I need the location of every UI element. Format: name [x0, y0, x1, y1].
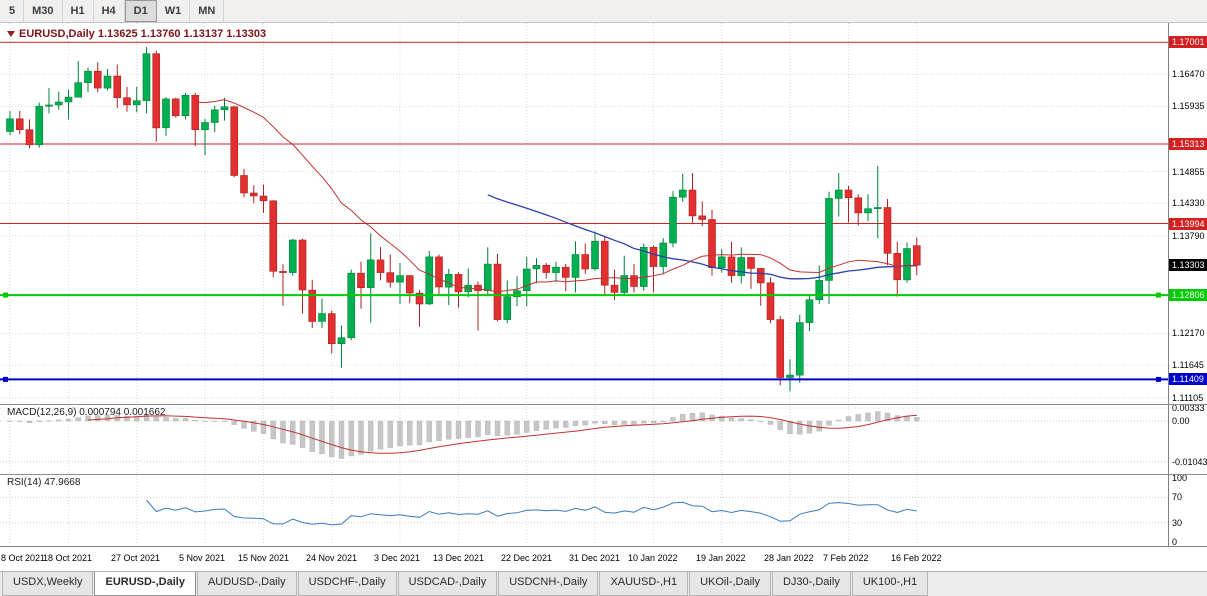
chart-canvas[interactable] — [0, 23, 1207, 546]
date-axis-label: 22 Dec 2021 — [501, 553, 553, 563]
date-axis-label: 16 Feb 2022 — [891, 553, 942, 563]
hline-handle[interactable] — [1156, 376, 1161, 382]
rsi-axis-tick: 70 — [1172, 492, 1183, 502]
price-axis-tick: 1.14330 — [1172, 198, 1205, 208]
timeframe-button-m30[interactable]: M30 — [24, 0, 63, 22]
date-axis-label: 8 Oct 2021 — [1, 553, 46, 563]
price-axis-tick: 1.16470 — [1172, 69, 1205, 79]
date-axis-label: 3 Dec 2021 — [374, 553, 421, 563]
hline-handle[interactable] — [3, 292, 8, 298]
tab-eurusd-daily[interactable]: EURUSD-,Daily — [94, 572, 196, 596]
rsi-axis-tick: 30 — [1172, 518, 1183, 528]
tab-xauusd-h1[interactable]: XAUUSD-,H1 — [599, 572, 689, 596]
date-axis-label: 5 Nov 2021 — [179, 553, 226, 563]
tab-uk100-h1[interactable]: UK100-,H1 — [851, 572, 929, 596]
macd-axis-tick: 0.00333 — [1172, 403, 1205, 413]
tab-ukoil-daily[interactable]: UKOil-,Daily — [689, 572, 771, 596]
tab-usdchf-daily[interactable]: USDCHF-,Daily — [297, 572, 397, 596]
date-axis-label: 13 Dec 2021 — [433, 553, 485, 563]
macd-signal-line — [87, 414, 917, 454]
price-level-badge: 1.12806 — [1169, 289, 1207, 301]
timeframe-button-w1[interactable]: W1 — [157, 0, 191, 22]
tab-usdcnh-daily[interactable]: USDCNH-,Daily — [498, 572, 599, 596]
macd-axis-tick: -0.01043 — [1172, 457, 1207, 467]
timeframe-button-d1[interactable]: D1 — [124, 0, 157, 22]
quick-trade-arrow-icon[interactable] — [7, 31, 15, 37]
rsi-line — [146, 499, 917, 526]
date-axis-label: 15 Nov 2021 — [238, 553, 290, 563]
price-axis-tick: 1.12170 — [1172, 328, 1205, 338]
price-axis-tick: 1.14855 — [1172, 167, 1205, 177]
ma-slow-line — [487, 194, 917, 280]
date-axis-label: 24 Nov 2021 — [306, 553, 358, 563]
hline-handle[interactable] — [3, 376, 8, 382]
tab-usdx-weekly[interactable]: USDX,Weekly — [2, 572, 94, 596]
date-axis[interactable]: 8 Oct 2021 18 Oct 2021 27 Oct 2021 5 Nov 20… — [0, 546, 1207, 571]
timeframe-button-h4[interactable]: H4 — [94, 0, 125, 22]
price-axis-tick: 1.13790 — [1172, 231, 1205, 241]
price-axis: 1.16470 1.15935 1.14855 1.14330 1.13790 1.121… — [1168, 23, 1207, 547]
timeframe-toolbar: 5 M30 H1 H4 D1 W1 MN — [0, 0, 1207, 23]
price-level-badge: 1.17001 — [1169, 36, 1207, 48]
date-axis-label: 31 Dec 2021 — [569, 553, 621, 563]
date-axis-label: 27 Oct 2021 — [111, 553, 161, 563]
timeframe-button-5[interactable]: 5 — [1, 0, 25, 22]
date-axis-label: 19 Jan 2022 — [696, 553, 746, 563]
tab-dj30-daily[interactable]: DJ30-,Daily — [771, 572, 851, 596]
rsi-axis-tick: 100 — [1172, 473, 1188, 483]
date-axis-label: 18 Oct 2021 — [43, 553, 93, 563]
price-axis-tick: 1.11645 — [1172, 360, 1204, 370]
rsi-axis-tick: 0 — [1172, 537, 1178, 547]
chart-tabbar: USDX,Weekly EURUSD-,Daily AUDUSD-,Daily USD… — [0, 571, 1207, 596]
panel-splitter-macd[interactable] — [0, 404, 1207, 405]
price-level-badge: 1.13994 — [1169, 218, 1207, 230]
price-level-badge: 1.11409 — [1169, 373, 1207, 385]
tab-audusd-daily[interactable]: AUDUSD-,Daily — [196, 572, 297, 596]
price-axis-tick: 1.11105 — [1172, 393, 1204, 403]
date-axis-label: 28 Jan 2022 — [764, 553, 814, 563]
macd-axis-tick: 0.00 — [1172, 416, 1190, 426]
date-axis-label: 10 Jan 2022 — [628, 553, 678, 563]
tab-usdcad-daily[interactable]: USDCAD-,Daily — [397, 572, 498, 596]
bid-price-badge: 1.13303 — [1169, 259, 1207, 271]
panel-splitter-rsi[interactable] — [0, 474, 1207, 475]
timeframe-button-mn[interactable]: MN — [190, 0, 225, 22]
price-axis-tick: 1.15935 — [1172, 101, 1205, 111]
ma-fast-line — [195, 99, 917, 293]
date-axis-label: 7 Feb 2022 — [823, 553, 869, 563]
price-level-badge: 1.15313 — [1169, 138, 1207, 150]
timeframe-button-h1[interactable]: H1 — [63, 0, 94, 22]
hline-handle[interactable] — [1156, 292, 1161, 298]
